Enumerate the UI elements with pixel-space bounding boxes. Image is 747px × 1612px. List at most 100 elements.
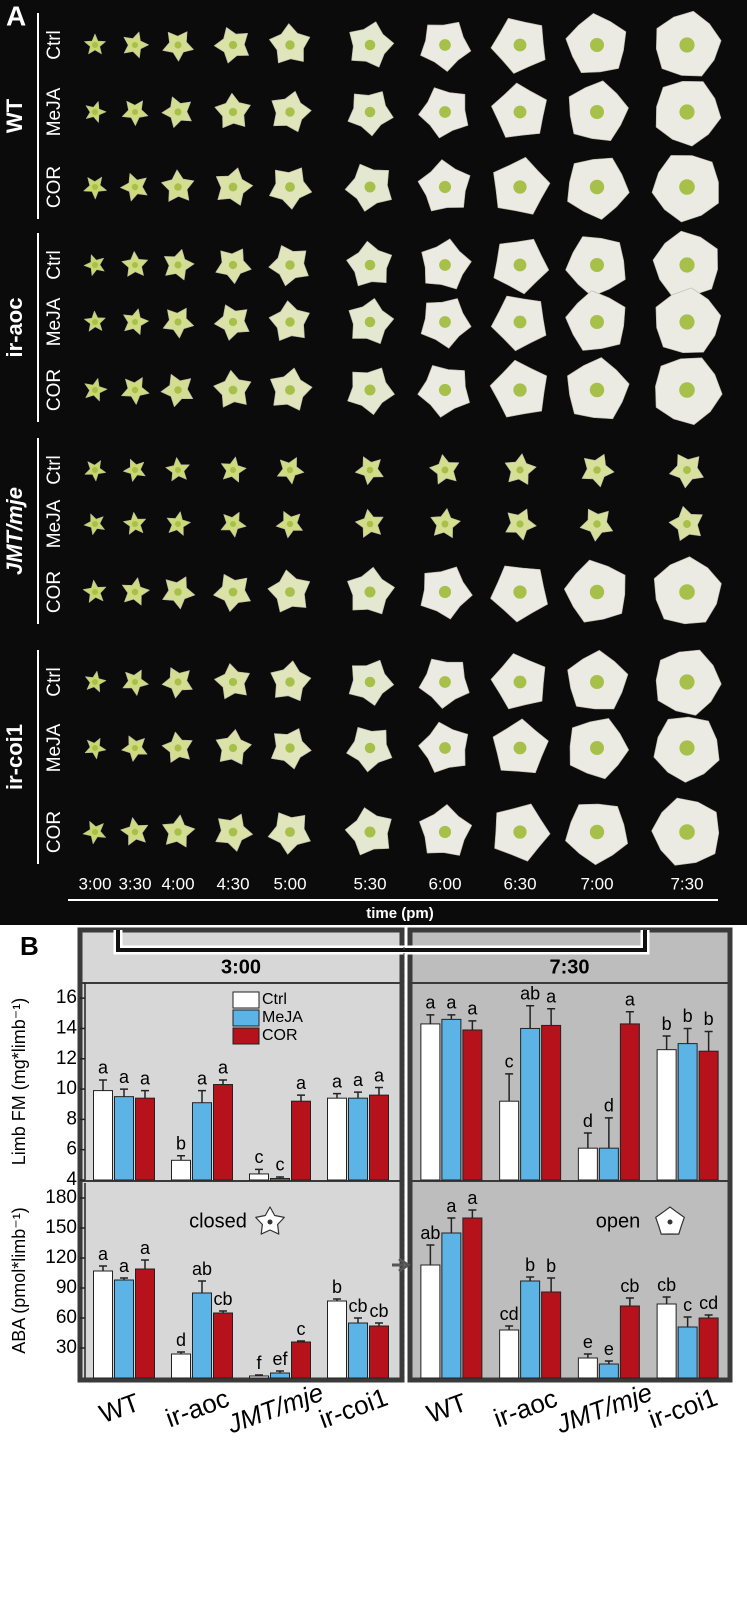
flower-center bbox=[131, 828, 139, 836]
bar bbox=[270, 1177, 290, 1181]
bar bbox=[441, 1018, 462, 1181]
significance-letter: b bbox=[662, 1014, 672, 1034]
flower-icon-center bbox=[667, 1219, 673, 1225]
error-bar bbox=[177, 1155, 185, 1161]
error-bar bbox=[704, 1030, 713, 1052]
flower-center bbox=[513, 741, 527, 755]
significance-letter: b bbox=[546, 1256, 556, 1276]
significance-letter: a bbox=[98, 1058, 109, 1078]
y-tick-label: 180 bbox=[45, 1187, 77, 1208]
significance-letter: e bbox=[583, 1332, 593, 1352]
panel-label: B bbox=[20, 931, 39, 961]
flower-center bbox=[175, 467, 181, 473]
flower-center bbox=[174, 318, 182, 326]
bar bbox=[369, 1325, 389, 1379]
flower-center bbox=[228, 40, 238, 50]
flower-center bbox=[679, 740, 695, 756]
treatment-label: COR bbox=[44, 811, 65, 853]
error-bar bbox=[141, 1259, 149, 1269]
error-bar bbox=[547, 1008, 556, 1026]
significance-letter: c bbox=[505, 1052, 514, 1072]
flower-center bbox=[439, 742, 451, 754]
error-bar bbox=[447, 1217, 456, 1233]
significance-letter: ab bbox=[192, 1259, 212, 1279]
bar bbox=[541, 1024, 562, 1181]
significance-letter: a bbox=[332, 1071, 343, 1091]
treatment-label: Ctrl bbox=[44, 250, 65, 280]
error-bar bbox=[604, 1117, 613, 1149]
error-bar bbox=[447, 1014, 456, 1020]
flower-center bbox=[92, 109, 98, 115]
significance-letter: b bbox=[176, 1134, 186, 1154]
significance-letter: cb bbox=[620, 1276, 639, 1296]
flower-center bbox=[285, 107, 295, 117]
significance-letter: a bbox=[119, 1256, 130, 1276]
flower-center bbox=[679, 584, 695, 600]
significance-letter: d bbox=[604, 1096, 614, 1116]
flower-center bbox=[228, 827, 238, 837]
significance-letter: a bbox=[546, 987, 557, 1007]
y-tick-label: 120 bbox=[45, 1247, 77, 1268]
flower-center bbox=[285, 385, 295, 395]
flower-center bbox=[513, 180, 527, 194]
flower-center bbox=[679, 37, 695, 53]
error-bar bbox=[255, 1168, 263, 1174]
bar bbox=[462, 1029, 483, 1181]
flower-center bbox=[364, 181, 376, 193]
significance-letter: a bbox=[425, 993, 436, 1013]
significance-letter: cd bbox=[500, 1304, 519, 1324]
flower-center bbox=[228, 677, 238, 687]
bar bbox=[441, 1232, 462, 1379]
flower-center bbox=[132, 262, 138, 268]
bar bbox=[541, 1291, 562, 1379]
flower-center bbox=[438, 585, 452, 599]
treatment-label: COR bbox=[44, 369, 65, 411]
y-tick-label: 16 bbox=[56, 987, 77, 1008]
error-bar bbox=[198, 1089, 206, 1103]
y-tick-label: 4 bbox=[66, 1169, 77, 1190]
bar bbox=[520, 1027, 541, 1181]
flower-center bbox=[513, 675, 527, 689]
flower-center bbox=[366, 520, 374, 528]
flower-center bbox=[679, 382, 695, 398]
flower-center bbox=[683, 466, 691, 474]
bar bbox=[114, 1279, 134, 1379]
error-bar bbox=[625, 1011, 634, 1024]
bar bbox=[171, 1159, 191, 1181]
significance-letter: a bbox=[467, 999, 478, 1019]
significance-letter: cb bbox=[213, 1289, 232, 1309]
annotation: open bbox=[596, 1210, 641, 1232]
flower-center bbox=[513, 825, 527, 839]
flower-center bbox=[174, 588, 182, 596]
flower-center bbox=[174, 744, 182, 752]
error-bar bbox=[198, 1280, 206, 1293]
flower-center bbox=[132, 745, 138, 751]
bar bbox=[291, 1341, 311, 1379]
flower-center bbox=[132, 467, 138, 473]
time-label: 3:30 bbox=[118, 874, 151, 893]
flower-center bbox=[92, 42, 98, 48]
bar bbox=[619, 1305, 640, 1379]
flower-center bbox=[364, 676, 376, 688]
significance-letter: a bbox=[218, 1058, 229, 1078]
significance-letter: d bbox=[176, 1330, 186, 1350]
time-label: 5:30 bbox=[353, 874, 386, 893]
flower-center bbox=[285, 587, 295, 597]
flower-center bbox=[438, 383, 452, 397]
flower-center bbox=[438, 825, 452, 839]
flower-center bbox=[132, 319, 138, 325]
flower-center bbox=[285, 182, 295, 192]
error-bar bbox=[276, 1176, 284, 1179]
bar bbox=[677, 1326, 698, 1379]
flower-center bbox=[439, 39, 451, 51]
flower-center bbox=[228, 260, 238, 270]
bar bbox=[598, 1147, 619, 1181]
flower-center bbox=[92, 262, 98, 268]
flower-center bbox=[513, 105, 527, 119]
bar bbox=[213, 1312, 233, 1379]
flower-center bbox=[285, 827, 295, 837]
flower-center bbox=[92, 319, 98, 325]
y-tick-label: 30 bbox=[56, 1337, 77, 1358]
error-bar bbox=[177, 1351, 185, 1354]
significance-letter: a bbox=[446, 1196, 457, 1216]
